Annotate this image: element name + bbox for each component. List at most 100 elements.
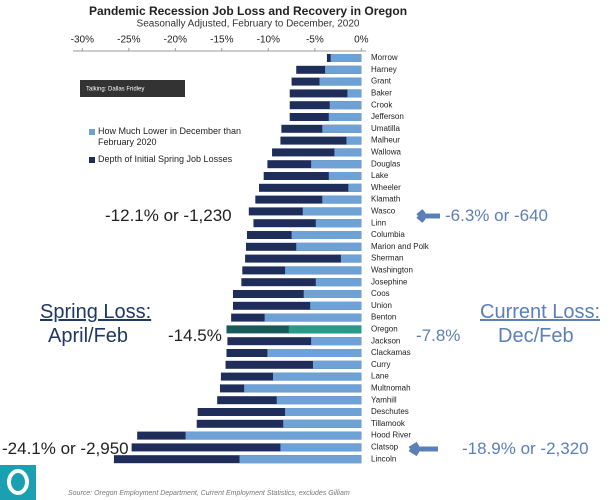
bar: [244, 384, 362, 393]
speaker-box: [80, 80, 185, 97]
annotation: Current Loss:: [480, 301, 601, 323]
bar: [311, 337, 362, 346]
y-tick-label: Marion and Polk: [371, 242, 430, 251]
bar: [310, 301, 362, 310]
arrow: [416, 209, 440, 223]
y-tick-label: Linn: [371, 218, 386, 227]
legend-swatch: [89, 129, 95, 135]
bar: [322, 124, 362, 133]
bar: [131, 443, 362, 452]
annotation: -24.1% or -2,950: [2, 439, 129, 458]
y-tick-label: Hood River: [371, 431, 411, 440]
bar: [289, 89, 362, 98]
bar: [330, 54, 362, 62]
bar: [288, 325, 362, 334]
x-tick-label: -10%: [257, 35, 280, 46]
y-tick-label: Lake: [371, 171, 389, 180]
y-tick-label: Crook: [371, 100, 393, 109]
annotation: Dec/Feb: [498, 325, 574, 347]
annotation: -14.5%: [168, 326, 222, 345]
y-tick-label: Wallowa: [371, 148, 401, 157]
bar: [197, 408, 362, 416]
y-tick-label: Harney: [371, 65, 397, 74]
bar: [315, 278, 362, 287]
bar: [253, 219, 362, 228]
annotation: -12.1% or -1,230: [105, 206, 232, 225]
bar: [185, 431, 362, 440]
x-tick-label: -5%: [306, 35, 324, 46]
annotation: -7.8%: [416, 326, 461, 345]
bar: [311, 160, 362, 169]
bar: [227, 337, 362, 346]
speaker-label: Talking: Dallas Fridley: [86, 87, 144, 93]
legend-label: Depth of Initial Spring Job Losses: [98, 154, 233, 164]
bar: [328, 113, 362, 121]
bar: [113, 455, 362, 464]
x-tick-label: -25%: [117, 35, 140, 46]
bar: [348, 183, 362, 192]
y-tick-label: Wasco: [371, 207, 396, 216]
bar: [232, 290, 362, 298]
y-tick-label: Wheeler: [371, 183, 401, 192]
legend-swatch: [89, 157, 95, 163]
bar: [340, 254, 362, 263]
y-tick-label: Oregon: [371, 325, 398, 334]
bar: [259, 183, 362, 192]
bar: [285, 408, 362, 416]
bar: [264, 313, 362, 322]
legend-label: How Much Lower in December than February…: [98, 126, 242, 147]
y-tick-label: Josephine: [371, 277, 408, 286]
y-tick-label: Washington: [371, 266, 413, 275]
logo-mark: [7, 469, 29, 495]
bar: [263, 172, 362, 180]
y-tick-label: Union: [371, 301, 392, 310]
bar: [245, 254, 362, 263]
bar: [328, 172, 362, 180]
bar: [255, 195, 362, 204]
bar: [280, 443, 362, 452]
x-tick-label: 0%: [354, 35, 369, 46]
annotation: Spring Loss:: [40, 301, 152, 323]
x-tick-label: -20%: [164, 35, 187, 46]
bar: [334, 148, 362, 157]
bar: [325, 65, 362, 74]
bar: [281, 124, 362, 133]
y-tick-label: Lincoln: [371, 454, 396, 463]
y-tick-label: Morrow: [371, 53, 398, 62]
y-tick-label: Baker: [371, 89, 392, 98]
bar: [296, 242, 362, 251]
y-tick-label: Jefferson: [371, 112, 404, 121]
bar: [319, 77, 362, 86]
bar: [285, 266, 362, 275]
y-tick-label: Grant: [371, 77, 392, 86]
y-tick-label: Deschutes: [371, 407, 409, 416]
y-tick-label: Columbia: [371, 230, 405, 239]
bar: [267, 349, 362, 357]
y-tick-label: Coos: [371, 289, 390, 298]
y-tick-label: Klamath: [371, 195, 400, 204]
bar: [303, 290, 362, 298]
chart-subtitle: Seasonally Adjusted, February to Decembe…: [137, 19, 360, 30]
y-tick-label: Yamhill: [371, 395, 397, 404]
x-tick-label: -30%: [71, 35, 94, 46]
bar: [322, 195, 362, 204]
y-tick-label: Lane: [371, 372, 389, 381]
y-tick-label: Clatsop: [371, 443, 399, 452]
bar: [272, 372, 362, 381]
bar: [196, 419, 362, 428]
annotation: -18.9% or -2,320: [462, 439, 589, 458]
bar: [347, 89, 362, 98]
annotation: -6.3% or -640: [445, 206, 548, 225]
bar: [315, 219, 362, 228]
bar: [276, 396, 362, 405]
source: Source: Oregon Employment Department, Cu…: [68, 490, 350, 497]
y-tick-label: Sherman: [371, 254, 403, 263]
bar: [329, 101, 362, 110]
bar: [312, 360, 362, 369]
bar: [239, 455, 362, 464]
y-tick-label: Benton: [371, 313, 396, 322]
bar: [225, 360, 362, 369]
chart-title: Pandemic Recession Job Loss and Recovery…: [89, 4, 407, 18]
